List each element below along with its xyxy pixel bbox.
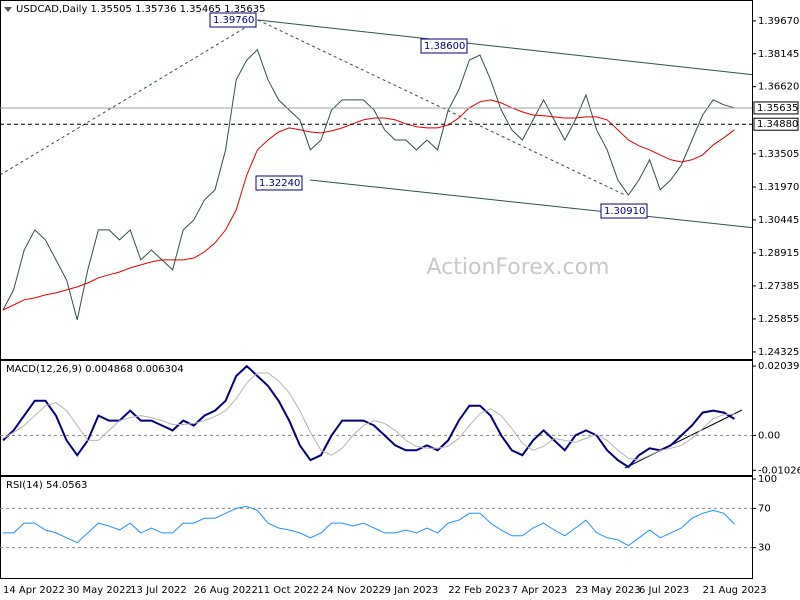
y-tick-label: 1.30445 [758, 215, 799, 226]
x-tick-label: 21 Aug 2023 [703, 585, 767, 596]
y-tick-label: 1.36620 [758, 82, 799, 93]
series-line [3, 505, 735, 547]
series-line [2, 99, 735, 311]
series-line [2, 372, 735, 461]
y-tick-label: 1.25855 [758, 314, 799, 325]
annotation-box [600, 203, 648, 219]
y-tick-label: 70 [758, 503, 771, 514]
x-tick-label: 13 Jul 2022 [130, 585, 187, 596]
price-label: 1.35635 [757, 103, 798, 114]
panel-frame [0, 360, 753, 476]
annotation-box [255, 175, 303, 191]
y-tick-label: 0.00 [758, 430, 780, 441]
dotted-trendline [257, 19, 626, 196]
y-tick-label: 30 [758, 543, 771, 554]
y-tick-label: 100 [758, 474, 777, 485]
x-tick-label: 26 Aug 2022 [194, 585, 258, 596]
panel-frame [0, 476, 753, 579]
y-tick-label: 0.020399 [758, 361, 800, 372]
y-tick-label: 1.31970 [758, 182, 799, 193]
annotation-box [420, 38, 468, 54]
menu-icon [4, 7, 12, 12]
annotation: 1.30910 [604, 206, 645, 217]
x-tick-label: 7 Apr 2023 [512, 585, 567, 596]
x-tick-label: 22 Feb 2023 [448, 585, 510, 596]
annotation: 1.38600 [424, 41, 465, 52]
channel-lower [309, 179, 752, 229]
watermark: ActionForex.com [427, 255, 610, 280]
x-tick-label: 24 Nov 2022 [321, 585, 385, 596]
dotted-trendline [0, 19, 259, 176]
panel-frame [0, 0, 753, 360]
price-label: 1.34880 [757, 119, 798, 130]
y-tick-label: 1.39670 [758, 16, 799, 27]
macd-trendline [624, 409, 743, 469]
y-tick-label: -0.01026 [758, 465, 800, 476]
y-tick-label: 1.28915 [758, 248, 799, 259]
annotation: 1.39760 [213, 15, 254, 26]
panel [0, 364, 752, 469]
x-tick-label: 11 Oct 2022 [257, 585, 319, 596]
annotation: 1.32240 [259, 178, 300, 189]
series-line [2, 364, 735, 469]
y-tick-label: 1.27385 [758, 281, 799, 292]
price-label-box [753, 117, 799, 131]
y-tick-label: 1.33505 [758, 149, 799, 160]
y-tick-label: 1.24325 [758, 347, 799, 358]
annotation-box [209, 12, 257, 28]
x-tick-label: 9 Jan 2023 [385, 585, 439, 596]
panel-title: USDCAD,Daily 1.35505 1.35736 1.35465 1.3… [16, 4, 266, 15]
x-tick-label: 30 May 2022 [67, 585, 132, 596]
panel-title: MACD(12,26,9) 0.004868 0.006304 [6, 364, 184, 375]
channel-upper [257, 19, 752, 76]
price-label-box [753, 101, 799, 115]
series-line [2, 48, 735, 321]
trendlines [0, 19, 752, 229]
x-tick-label: 14 Apr 2022 [3, 585, 65, 596]
panel [2, 48, 735, 321]
panel [0, 505, 752, 549]
x-tick-label: 23 May 2023 [575, 585, 640, 596]
y-tick-label: 1.38145 [758, 49, 799, 60]
x-tick-label: 6 Jul 2023 [639, 585, 689, 596]
panel-title: RSI(14) 54.0563 [6, 480, 87, 491]
